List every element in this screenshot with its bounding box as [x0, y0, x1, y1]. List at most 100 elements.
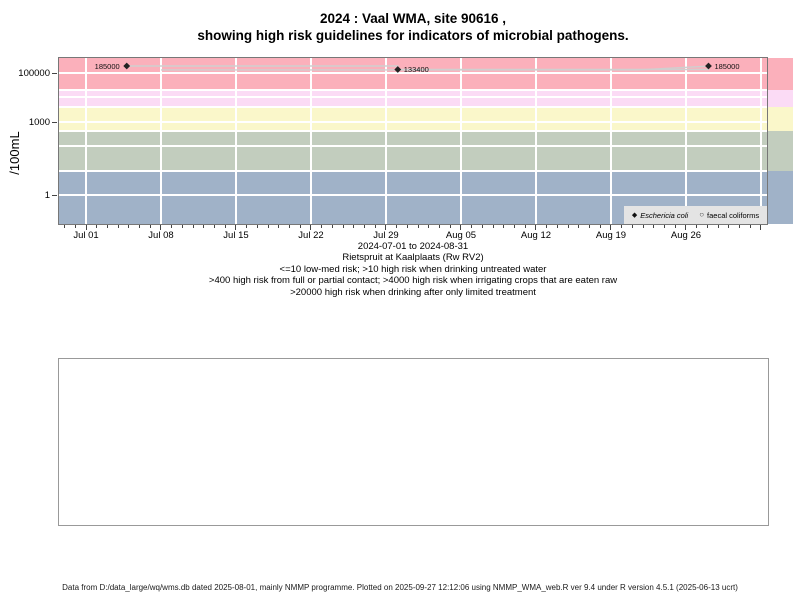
x-minor-tick	[289, 225, 291, 228]
x-minor-tick	[471, 225, 473, 228]
chart-title-line1: 2024 : Vaal WMA, site 90616 ,	[319, 11, 507, 26]
x-minor-tick	[331, 225, 333, 228]
x-minor-tick	[224, 225, 226, 228]
x-minor-tick	[128, 225, 130, 228]
point-value-label: 185000	[94, 61, 120, 71]
v-gridline-week-6	[534, 58, 537, 224]
ecoli-point-marker	[123, 62, 131, 70]
x-minor-tick	[364, 225, 366, 228]
point-value-label: 185000	[714, 61, 740, 71]
x-minor-tick	[739, 225, 741, 228]
x-major-tick	[85, 225, 87, 230]
x-major-tick	[610, 225, 612, 230]
y-tick-label: 100000	[18, 67, 50, 79]
x-major-tick	[160, 225, 162, 230]
x-minor-tick	[171, 225, 173, 228]
x-minor-tick	[631, 225, 633, 228]
x-minor-tick	[439, 225, 441, 228]
plot-frame	[58, 57, 768, 225]
chart-legend: ◆ Eschericia coli ○ faecal coliforms	[624, 206, 767, 224]
legend-label-faecal: faecal coliforms	[707, 210, 760, 220]
v-gridline-week-5	[459, 58, 462, 224]
x-minor-tick	[599, 225, 601, 228]
y-tick-mark	[52, 121, 57, 123]
x-minor-tick	[267, 225, 269, 228]
x-minor-tick	[192, 225, 194, 228]
risk-band-400-4000	[58, 106, 793, 132]
legend-item-ecoli: ◆ Eschericia coli	[632, 211, 688, 220]
x-minor-tick	[299, 225, 301, 228]
x-minor-tick	[621, 225, 623, 228]
h-gridline-100	[58, 145, 768, 148]
x-minor-tick	[106, 225, 108, 228]
x-minor-tick	[246, 225, 248, 228]
x-minor-tick	[664, 225, 666, 228]
x-minor-tick	[481, 225, 483, 228]
x-tick-label: Jul 01	[73, 230, 99, 241]
x-minor-tick	[203, 225, 205, 228]
x-minor-tick	[589, 225, 591, 228]
x-tick-label: Jul 22	[298, 230, 324, 241]
x-minor-tick	[64, 225, 66, 228]
x-major-tick	[760, 225, 762, 230]
x-tick-label: Aug 19	[595, 230, 627, 241]
y-tick-mark	[52, 195, 57, 197]
x-minor-tick	[74, 225, 76, 228]
risk-band-10-400	[58, 131, 793, 171]
caption-risk-line1: <=10 low-med risk; >10 high risk when dr…	[279, 263, 547, 275]
x-minor-tick	[96, 225, 98, 228]
x-minor-tick	[181, 225, 183, 228]
x-minor-tick	[578, 225, 580, 228]
h-gridline-400	[58, 130, 768, 133]
x-tick-label: Jul 08	[148, 230, 174, 241]
x-minor-tick	[417, 225, 419, 228]
x-minor-tick	[396, 225, 398, 228]
x-minor-tick	[278, 225, 280, 228]
x-minor-tick	[503, 225, 505, 228]
v-gridline-week-7	[609, 58, 612, 224]
caption-risk-line3: >20000 high risk when drinking after onl…	[290, 286, 536, 298]
v-gridline-week-1	[159, 58, 162, 224]
open-circle-icon: ○	[699, 210, 705, 219]
x-minor-tick	[321, 225, 323, 228]
h-gridline-1000	[58, 120, 768, 123]
x-minor-tick	[556, 225, 558, 228]
v-gridline-week-3	[309, 58, 312, 224]
ecoli-point-marker	[394, 66, 402, 73]
x-tick-label: Aug 12	[520, 230, 552, 241]
date-range-label: 2024-07-01 to 2024-08-31	[357, 241, 469, 252]
y-tick-label: 1000	[28, 116, 50, 128]
x-minor-tick	[492, 225, 494, 228]
x-minor-tick	[653, 225, 655, 228]
v-gridline-week-0	[85, 58, 87, 224]
empty-second-plot-panel	[58, 358, 769, 526]
h-gridline-10	[58, 169, 768, 172]
x-major-tick	[685, 225, 687, 230]
h-gridline-1	[58, 194, 768, 197]
x-minor-tick	[728, 225, 730, 228]
caption-station: Rietspruit at Kaalplaats (Rw RV2)	[342, 252, 484, 263]
x-minor-tick	[139, 225, 141, 228]
legend-label-ecoli: Eschericia coli	[640, 210, 689, 220]
v-gridline-week-9	[759, 58, 762, 224]
x-major-tick	[235, 225, 237, 230]
x-minor-tick	[706, 225, 708, 228]
x-minor-tick	[428, 225, 430, 228]
chart-title: 2024 : Vaal WMA, site 90616 , showing hi…	[26, 10, 800, 44]
x-minor-tick	[214, 225, 216, 228]
x-tick-label: Jul 29	[373, 230, 399, 241]
x-minor-tick	[717, 225, 719, 228]
h-gridline-10000	[58, 96, 768, 99]
y-tick-mark	[52, 72, 57, 74]
v-gridline-week-4	[384, 58, 387, 224]
x-minor-tick	[374, 225, 376, 228]
risk-band-gt-20000	[58, 58, 793, 90]
x-minor-tick	[749, 225, 751, 228]
h-gridline-4000	[58, 105, 768, 108]
x-minor-tick	[406, 225, 408, 228]
filled-diamond-icon: ◆	[631, 211, 638, 219]
h-gridline-100000	[58, 71, 768, 74]
legend-item-faecal: ○ faecal coliforms	[699, 211, 759, 220]
